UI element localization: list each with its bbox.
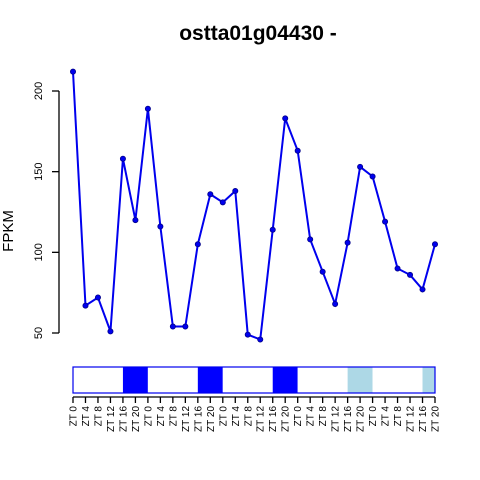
x-tick-label: ZT 0 — [218, 406, 229, 427]
data-point — [157, 223, 164, 230]
x-tick-label: ZT 16 — [193, 406, 204, 432]
data-point — [282, 115, 289, 122]
data-point — [332, 300, 339, 307]
x-tick-label: ZT 0 — [368, 406, 379, 427]
x-tick-label: ZT 12 — [406, 406, 417, 432]
data-point — [232, 188, 239, 195]
data-point — [344, 239, 351, 246]
light-bar-segment — [73, 367, 123, 393]
data-point — [182, 323, 189, 330]
y-tick-label: 200 — [33, 82, 45, 100]
data-point — [269, 226, 276, 233]
data-point — [70, 68, 77, 75]
data-point — [294, 147, 301, 154]
x-tick-label: ZT 8 — [168, 406, 179, 427]
data-point — [394, 265, 401, 272]
data-point — [144, 105, 151, 112]
x-tick-label: ZT 12 — [106, 406, 117, 432]
x-tick-label: ZT 0 — [143, 406, 154, 427]
data-point — [132, 217, 139, 224]
data-point — [369, 173, 376, 180]
x-tick-label: ZT 16 — [343, 406, 354, 432]
x-tick-label: ZT 12 — [181, 406, 192, 432]
chart-title: ostta01g04430 - — [179, 22, 337, 45]
x-tick-label: ZT 4 — [306, 406, 317, 427]
light-bar-segment — [347, 367, 373, 393]
x-tick-label: ZT 4 — [81, 406, 92, 427]
x-tick-label: ZT 20 — [206, 406, 217, 432]
light-bar-segment — [147, 367, 198, 393]
x-tick-label: ZT 8 — [93, 406, 104, 427]
x-tick-label: ZT 4 — [156, 406, 167, 427]
data-point — [94, 294, 101, 301]
series-line — [72, 71, 436, 341]
x-tick-label: ZT 4 — [381, 406, 392, 427]
x-tick-label: ZT 8 — [393, 406, 404, 427]
y-tick-label: 100 — [33, 243, 45, 261]
x-tick-label: ZT 12 — [331, 406, 342, 432]
data-point — [257, 336, 264, 343]
y-axis: 50 100 150 200 — [33, 82, 60, 339]
data-point — [207, 191, 214, 198]
data-point — [357, 163, 364, 170]
x-tick-label: ZT 20 — [131, 406, 142, 432]
light-dark-bar — [72, 366, 436, 394]
data-point — [169, 323, 176, 330]
data-point — [419, 286, 426, 293]
x-tick-label: ZT 20 — [281, 406, 292, 432]
data-point — [219, 199, 226, 206]
light-bar-segment — [422, 367, 435, 393]
x-tick-label: ZT 16 — [118, 406, 129, 432]
x-tick-label: ZT 20 — [356, 406, 367, 432]
data-point — [407, 271, 414, 278]
x-tick-label: ZT 8 — [243, 406, 254, 427]
x-tick-label: ZT 16 — [268, 406, 279, 432]
data-point — [194, 241, 201, 248]
data-point — [244, 331, 251, 338]
light-bar-segment — [272, 367, 298, 393]
data-point — [82, 302, 89, 309]
y-tick-label: 50 — [33, 327, 45, 339]
x-tick-label: ZT 20 — [431, 406, 442, 432]
light-bar-segment — [197, 367, 223, 393]
y-tick-label: 150 — [33, 162, 45, 180]
x-tick-label: ZT 0 — [293, 406, 304, 427]
data-point — [431, 241, 438, 248]
x-tick-label: ZT 12 — [256, 406, 267, 432]
light-bar-segment — [222, 367, 273, 393]
y-axis-label: FPKM — [0, 210, 17, 252]
x-tick-label: ZT 4 — [231, 406, 242, 427]
x-tick-label: ZT 16 — [418, 406, 429, 432]
light-bar-segment — [122, 367, 148, 393]
series-polyline — [72, 71, 436, 341]
light-bar-segment — [297, 367, 348, 393]
data-point — [107, 328, 114, 335]
data-point — [119, 155, 126, 162]
data-point — [319, 268, 326, 275]
light-bar-segment — [372, 367, 423, 393]
x-tick-label: ZT 8 — [318, 406, 329, 427]
light-bar-border — [72, 366, 436, 394]
data-point — [307, 236, 314, 243]
series-points — [70, 68, 438, 343]
data-point — [382, 218, 389, 225]
x-tick-label: ZT 0 — [69, 406, 80, 427]
